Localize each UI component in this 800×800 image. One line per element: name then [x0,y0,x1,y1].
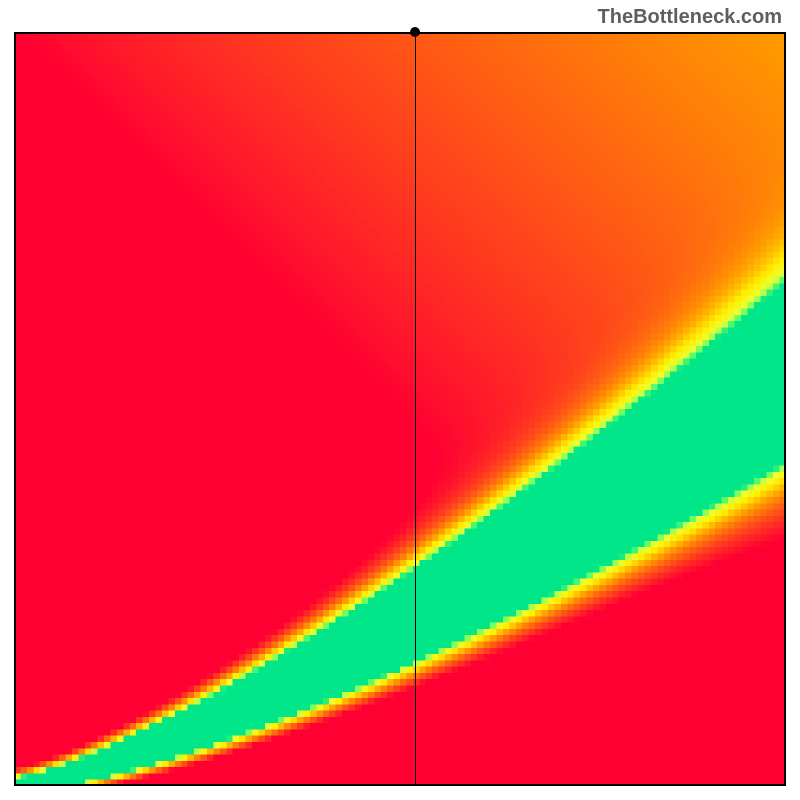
heatmap-canvas [14,32,786,786]
heatmap-chart [14,32,786,786]
watermark-text: TheBottleneck.com [598,6,782,29]
